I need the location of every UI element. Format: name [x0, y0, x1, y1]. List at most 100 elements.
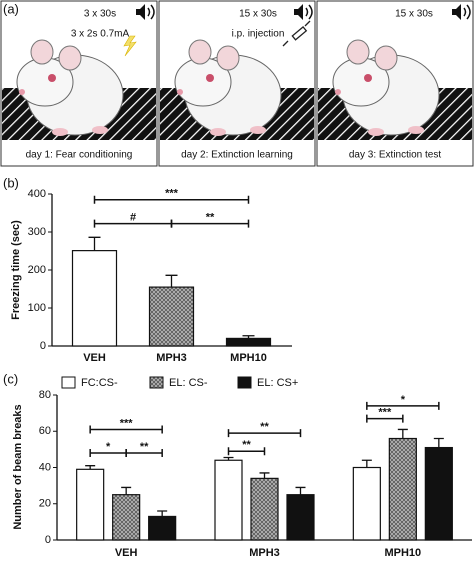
mouse-ear [216, 45, 240, 71]
shock-icon [123, 35, 137, 57]
y-tick-label: 40 [39, 461, 51, 473]
mouse-eye [206, 74, 214, 82]
bar [76, 468, 105, 541]
error-bar [361, 459, 372, 468]
significance-label: ** [206, 212, 215, 224]
mouse-nose [335, 89, 341, 95]
error-bar [397, 428, 408, 439]
x-tick-label: VEH [83, 352, 106, 364]
legend-swatch [61, 376, 76, 389]
mouse-foot [250, 126, 266, 134]
mouse-nose [19, 89, 25, 95]
syringe-icon [282, 20, 311, 47]
mouse-nose [177, 89, 183, 95]
significance-label: # [130, 212, 136, 224]
mouse-foot [210, 128, 226, 136]
stimulus-text: 3 x 30s [84, 9, 116, 20]
error-bar [259, 472, 270, 479]
significance-bracket [89, 425, 163, 434]
panel-label: (b) [3, 175, 19, 190]
mouse-foot [368, 128, 384, 136]
mouse-foot [92, 126, 108, 134]
x-tick-label: MPH10 [230, 352, 267, 364]
error-bar [121, 486, 132, 495]
significance-label: * [401, 394, 406, 406]
legend-swatch [237, 376, 252, 389]
significance-label: ** [140, 441, 149, 453]
y-axis-label: Number of beam breaks [12, 404, 24, 529]
significance-label: ** [260, 421, 269, 433]
significance-label: ** [242, 439, 251, 451]
significance-bracket [170, 219, 250, 228]
bar [112, 494, 141, 541]
panel-b: (b) Freezing time (sec) 0 100 200 300 400 VEH… [3, 175, 292, 364]
mouse-ear [188, 39, 212, 65]
x-tick-label: MPH3 [156, 352, 187, 364]
stimulus-text: 15 x 30s [395, 9, 433, 20]
mouse-foot [52, 128, 68, 136]
mouse-ear [346, 39, 370, 65]
mouse-eye [48, 74, 56, 82]
day-caption: day 3: Extinction test [349, 150, 441, 161]
speaker-icon [294, 4, 303, 20]
x-tick-label: MPH3 [249, 547, 280, 559]
day-caption: day 2: Extinction learning [181, 150, 293, 161]
bar [214, 459, 243, 541]
error-bar [88, 236, 101, 251]
y-tick-label: 200 [28, 264, 46, 276]
day-caption: day 1: Fear conditioning [26, 150, 133, 161]
bar [225, 337, 272, 347]
legend-label: EL: CS+ [257, 377, 298, 389]
y-tick-label: 100 [28, 302, 46, 314]
speaker-wave [463, 4, 471, 20]
significance-label: *** [165, 188, 179, 200]
y-tick-label: 80 [39, 389, 51, 401]
panel-label: (c) [3, 371, 18, 386]
speaker-wave [305, 4, 313, 20]
y-tick-label: 60 [39, 425, 51, 437]
y-tick-label: 20 [39, 498, 51, 510]
mouse-eye [364, 74, 372, 82]
significance-bracket [366, 414, 404, 423]
significance-bracket [227, 429, 302, 438]
x-tick-label: MPH10 [384, 547, 421, 559]
mouse-ear [374, 45, 398, 71]
error-bar [157, 510, 168, 517]
mouse-ear [58, 45, 82, 71]
legend-swatch [149, 376, 164, 389]
significance-bracket [366, 401, 440, 410]
panel-a: (a) 3 x 30s 3 x 2s 0.7mA 15 x 30s i.p. i… [0, 0, 474, 167]
bar [250, 477, 279, 541]
significance-bracket [93, 195, 250, 204]
bar [71, 250, 118, 347]
bar [286, 494, 315, 541]
y-tick-label: 400 [28, 188, 46, 200]
y-tick-label: 300 [28, 226, 46, 238]
error-bar [433, 437, 444, 448]
bar [148, 515, 177, 541]
mouse-foot [408, 126, 424, 134]
speaker-icon [136, 4, 145, 20]
significance-label: * [106, 441, 111, 453]
error-bar [165, 274, 178, 288]
shock-text: 3 x 2s 0.7mA [71, 29, 130, 40]
y-axis-label: Freezing time (sec) [10, 220, 22, 320]
speaker-wave [147, 4, 155, 20]
panel-c: (c) Number of beam breaks 0 20 40 60 80 VEH MP… [3, 371, 472, 559]
panel-label: (a) [3, 1, 19, 16]
bar [424, 446, 453, 541]
bar [388, 437, 417, 541]
significance-label: *** [120, 417, 134, 429]
error-bar [85, 465, 96, 470]
error-bar [295, 486, 306, 495]
injection-text: i.p. injection [232, 29, 285, 40]
x-tick-label: VEH [115, 547, 138, 559]
legend-label: FC:CS- [81, 377, 118, 389]
significance-bracket [125, 449, 163, 457]
speaker-icon [452, 4, 461, 20]
stimulus-text: 15 x 30s [239, 9, 277, 20]
bar [352, 466, 381, 541]
legend-label: EL: CS- [169, 377, 208, 389]
significance-label: *** [378, 406, 392, 418]
